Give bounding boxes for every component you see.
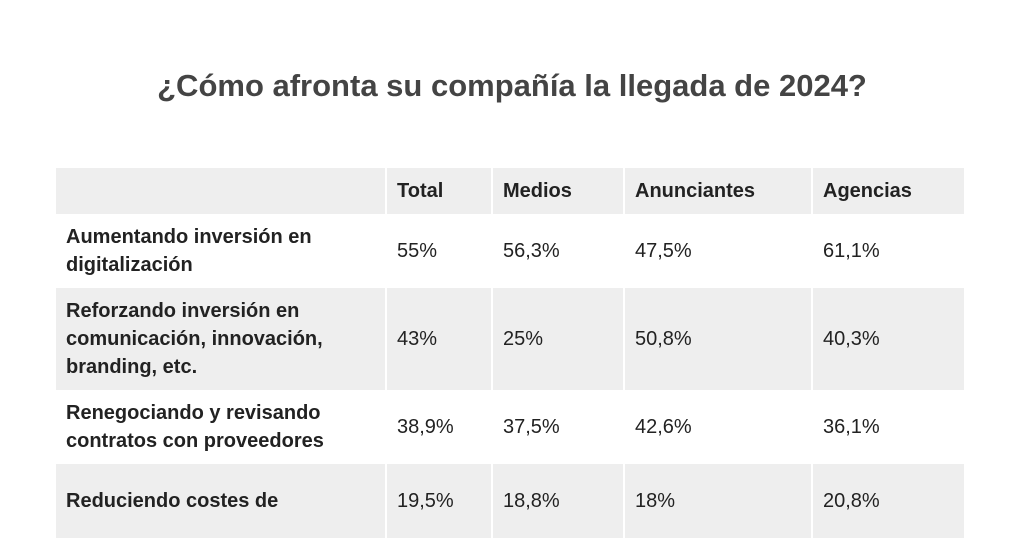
column-header: Agencias bbox=[811, 168, 964, 214]
value-cell: 25% bbox=[491, 288, 624, 390]
value-cell: 50,8% bbox=[623, 288, 812, 390]
row-label: Renegociando y revisando contratos con p… bbox=[66, 402, 324, 452]
value-cell: 47,5% bbox=[623, 214, 812, 288]
table-row: Reduciendo costes de 19,5% 18,8% 18% 20,8% bbox=[56, 464, 964, 538]
value-cell: 55% bbox=[385, 214, 492, 288]
value-cell: 56,3% bbox=[491, 214, 624, 288]
value-cell: 42,6% bbox=[623, 390, 812, 464]
table-body: Aumentando inversión en digitalización 55… bbox=[56, 214, 964, 538]
value-cell: 40,3% bbox=[811, 288, 964, 390]
title: ¿Cómo afronta su compañía la llegada de … bbox=[157, 68, 867, 103]
value-cell: 61,1% bbox=[811, 214, 964, 288]
header-row: Total Medios Anunciantes Agencias bbox=[56, 168, 964, 214]
value-cell: 20,8% bbox=[811, 464, 964, 538]
value-cell: 36,1% bbox=[811, 390, 964, 464]
header-cell bbox=[56, 168, 386, 214]
row-label: Aumentando inversión en digitalización bbox=[66, 226, 312, 276]
row-label: Reduciendo costes de bbox=[66, 490, 279, 512]
value-cell: 19,5% bbox=[385, 464, 492, 538]
table-row: Renegociando y revisando contratos con p… bbox=[56, 390, 964, 464]
table-row: Aumentando inversión en digitalización 55… bbox=[56, 214, 964, 288]
column-header: Medios bbox=[491, 168, 624, 214]
value-cell: 38,9% bbox=[385, 390, 492, 464]
page: ¿Cómo afronta su compañía la llegada de … bbox=[56, 68, 964, 538]
row-label: Reforzando inversión en comunicación, in… bbox=[66, 300, 323, 378]
data-table: Total Medios Anunciantes Agencias Aumentand… bbox=[56, 168, 964, 538]
value-cell: 37,5% bbox=[491, 390, 624, 464]
table-row: Reforzando inversión en comunicación, in… bbox=[56, 288, 964, 390]
table-header: Total Medios Anunciantes Agencias bbox=[56, 168, 964, 214]
value-cell: 18,8% bbox=[491, 464, 624, 538]
column-header: Anunciantes bbox=[623, 168, 812, 214]
value-cell: 43% bbox=[385, 288, 492, 390]
value-cell: 18% bbox=[623, 464, 812, 538]
column-header: Total bbox=[385, 168, 492, 214]
